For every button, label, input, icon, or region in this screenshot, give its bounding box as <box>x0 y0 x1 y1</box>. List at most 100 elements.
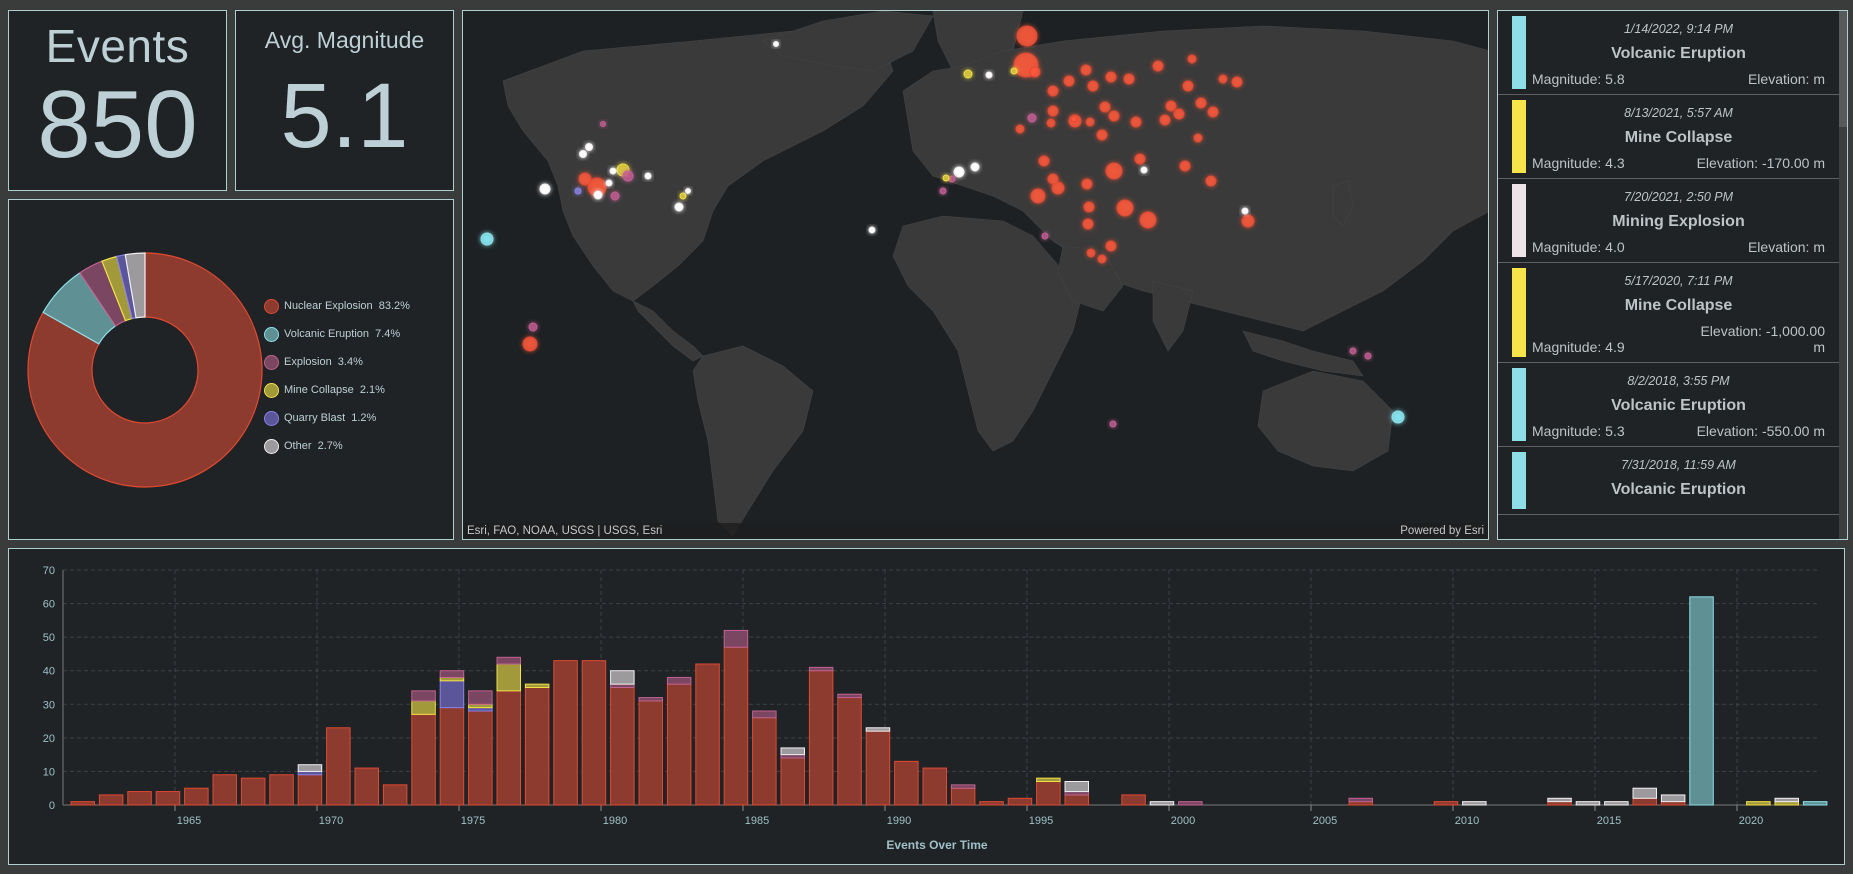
map-point-other[interactable] <box>685 188 691 194</box>
bar-segment-nuclear[interactable] <box>922 767 947 806</box>
bar-segment-explosion[interactable] <box>666 676 692 685</box>
map-point-mine[interactable] <box>1010 67 1018 75</box>
bar-segment-nuclear[interactable] <box>297 774 323 806</box>
bar-segment-volcanic[interactable] <box>1802 801 1828 806</box>
bar-segment-nuclear[interactable] <box>808 670 834 806</box>
bar-segment-nuclear[interactable] <box>1007 797 1033 806</box>
map-point-explosion[interactable] <box>1041 232 1049 240</box>
bar-segment-nuclear[interactable] <box>1547 801 1572 806</box>
map-point-nuclear[interactable] <box>1030 188 1046 204</box>
map-point-nuclear[interactable] <box>1099 101 1111 113</box>
bar-segment-nuclear[interactable] <box>439 707 465 806</box>
bar-segment-explosion[interactable] <box>496 656 521 665</box>
map-point-other[interactable] <box>539 183 551 195</box>
bar-segment-nuclear[interactable] <box>1036 781 1061 806</box>
donut-chart[interactable] <box>19 230 269 490</box>
attribution-sources[interactable]: Esri, FAO, NOAA, USGS | USGS, Esri <box>467 525 663 537</box>
map-point-nuclear[interactable] <box>1130 116 1142 128</box>
bar-segment-explosion[interactable] <box>610 683 635 688</box>
map-point-mine[interactable] <box>679 192 687 200</box>
map-point-nuclear[interactable] <box>1105 240 1117 252</box>
bar-segment-explosion[interactable] <box>638 697 663 702</box>
bar-segment-mine[interactable] <box>468 703 493 709</box>
map-point-nuclear[interactable] <box>1070 115 1078 123</box>
bar-segment-nuclear[interactable] <box>70 801 95 806</box>
map-point-nuclear[interactable] <box>1241 214 1255 228</box>
map-point-nuclear[interactable] <box>1123 73 1135 85</box>
map-point-explosion[interactable] <box>1109 420 1117 428</box>
bar-segment-nuclear[interactable] <box>752 717 777 806</box>
bar-segment-nuclear[interactable] <box>894 760 919 806</box>
bar-segment-mine[interactable] <box>1036 777 1061 782</box>
legend-item-nuclear[interactable]: Nuclear Explosion 83.2% <box>264 292 410 320</box>
map-point-nuclear[interactable] <box>1231 76 1243 88</box>
bar-segment-nuclear[interactable] <box>1433 801 1459 806</box>
bar-segment-explosion[interactable] <box>411 690 436 702</box>
bar-segment-nuclear[interactable] <box>723 646 749 806</box>
map-point-nuclear[interactable] <box>1182 80 1194 92</box>
legend-item-mine[interactable]: Mine Collapse 2.1% <box>264 376 410 404</box>
map-point-other[interactable] <box>593 190 603 200</box>
map-point-nuclear[interactable] <box>1082 218 1094 230</box>
map-point-nuclear[interactable] <box>1195 97 1207 109</box>
map-point-nuclear[interactable] <box>1080 64 1092 76</box>
map-point-nuclear[interactable] <box>1016 25 1038 47</box>
bar-segment-nuclear[interactable] <box>1632 797 1657 806</box>
map-point-other[interactable] <box>644 172 652 180</box>
bar-segment-other[interactable] <box>1462 801 1487 806</box>
donut-slice-nuclear[interactable] <box>27 252 263 488</box>
event-card[interactable]: 8/13/2021, 5:57 AM Mine Collapse Magnitu… <box>1498 95 1839 179</box>
bar-segment-mine[interactable] <box>1746 801 1771 806</box>
map-point-explosion[interactable] <box>1349 347 1357 355</box>
map-point-explosion[interactable] <box>948 175 956 183</box>
world-map[interactable] <box>463 11 1489 540</box>
map-point-nuclear[interactable] <box>1207 106 1219 118</box>
bar-segment-nuclear[interactable] <box>1121 794 1146 806</box>
bar-segment-other[interactable] <box>1149 801 1175 806</box>
map-point-other[interactable] <box>605 179 613 187</box>
map-point-explosion[interactable] <box>610 191 620 201</box>
event-card[interactable]: 1/14/2022, 9:14 PM Volcanic Eruption Mag… <box>1498 11 1839 95</box>
map-point-other[interactable] <box>953 166 965 178</box>
map-point-other[interactable] <box>585 143 593 151</box>
map-point-nuclear[interactable] <box>1047 105 1059 117</box>
map-point-other[interactable] <box>579 150 587 158</box>
bar-segment-nuclear[interactable] <box>865 730 891 806</box>
bar-segment-explosion[interactable] <box>439 670 465 678</box>
bar-segment-quarry[interactable] <box>439 680 465 709</box>
map-point-other[interactable] <box>868 226 876 234</box>
bar-segment-quarry[interactable] <box>468 707 493 712</box>
bar-segment-nuclear[interactable] <box>610 687 635 806</box>
bar-segment-other[interactable] <box>1604 801 1629 806</box>
map-point-other[interactable] <box>985 71 993 79</box>
map-point-nuclear[interactable] <box>1105 162 1123 180</box>
map-point-nuclear[interactable] <box>1139 211 1157 229</box>
map-point-nuclear[interactable] <box>1193 133 1203 143</box>
map-point-nuclear[interactable] <box>1165 100 1177 112</box>
map-point-nuclear[interactable] <box>1218 74 1228 84</box>
bar-segment-nuclear[interactable] <box>127 791 152 806</box>
bar-segment-nuclear[interactable] <box>1348 801 1373 806</box>
bar-segment-nuclear[interactable] <box>524 687 550 806</box>
bar-segment-other[interactable] <box>1774 797 1799 803</box>
map-point-nuclear[interactable] <box>1038 155 1050 167</box>
bar-segment-nuclear[interactable] <box>950 787 976 806</box>
map-point-mine[interactable] <box>942 174 950 182</box>
map-point-quarry[interactable] <box>574 187 582 195</box>
legend-item-other[interactable]: Other 2.7% <box>264 432 410 460</box>
event-card[interactable]: 7/20/2021, 2:50 PM Mining Explosion Magn… <box>1498 179 1839 263</box>
map-point-nuclear[interactable] <box>1152 60 1164 72</box>
map-point-nuclear[interactable] <box>1116 199 1134 217</box>
map-point-nuclear[interactable] <box>1029 66 1041 78</box>
bar-segment-explosion[interactable] <box>723 629 749 648</box>
event-points[interactable] <box>480 25 1405 428</box>
map-point-explosion[interactable] <box>622 170 634 182</box>
map-point-nuclear[interactable] <box>1015 124 1025 134</box>
map-point-nuclear[interactable] <box>1051 181 1065 195</box>
map-point-volcanic[interactable] <box>1391 410 1405 424</box>
bar-segment-other[interactable] <box>1575 801 1601 806</box>
bar-segment-nuclear[interactable] <box>1660 801 1686 806</box>
map-point-other[interactable] <box>674 202 684 212</box>
event-card[interactable]: 7/31/2018, 11:59 AM Volcanic Eruption <box>1498 447 1839 515</box>
bar-segment-nuclear[interactable] <box>837 697 862 806</box>
